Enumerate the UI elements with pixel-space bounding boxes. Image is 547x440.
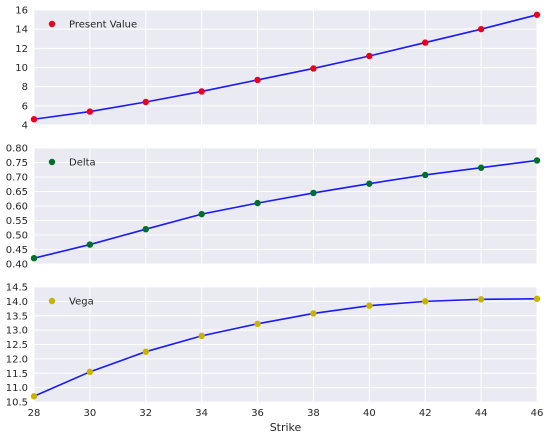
data-point-delta [366, 180, 373, 187]
legend-label: Vega [69, 297, 94, 308]
data-point-vega [310, 310, 317, 317]
x-tick-label: 42 [419, 408, 432, 419]
y-tick-label: 8 [22, 82, 28, 93]
legend-marker [48, 20, 56, 28]
panel-1: 4 6 8 10 12 14 16 Present Value [15, 6, 541, 132]
y-tick-label: 11.5 [6, 369, 28, 380]
data-point-present-value [142, 98, 149, 106]
y-tick-label: 14 [15, 25, 28, 36]
data-point-vega [422, 298, 429, 305]
panel-3: 10.5 11.0 11.5 12.0 12.5 13.0 13.5 14.0 14.5 28 30… [6, 283, 544, 435]
x-tick-label: 38 [307, 408, 320, 419]
y-tick-label: 10 [15, 63, 28, 74]
series-line-vega [33, 297, 538, 397]
data-point-delta [142, 226, 149, 233]
x-axis-label: Strike [270, 421, 302, 434]
legend: Delta [48, 158, 96, 169]
data-point-vega [477, 296, 485, 303]
data-point-delta [422, 171, 429, 179]
data-point-present-value [310, 65, 317, 72]
data-point-delta [477, 164, 485, 171]
y-tick-label: 6 [22, 101, 28, 112]
x-tick-label: 30 [84, 408, 97, 419]
y-tick-label: 12.5 [6, 340, 28, 351]
y-tick-label: 0.75 [6, 158, 28, 169]
x-tick-label: 40 [363, 408, 376, 419]
series-line-present-value [33, 14, 538, 121]
data-point-present-value [366, 52, 373, 60]
y-tick-label: 0.55 [6, 216, 28, 227]
y-tick-label: 0.80 [6, 144, 28, 155]
data-point-present-value [533, 11, 541, 18]
x-tick-label: 46 [531, 408, 544, 419]
y-tick-label: 0.40 [6, 260, 28, 271]
legend: Present Value [48, 20, 137, 31]
data-point-delta [254, 199, 261, 207]
x-tick-label: 36 [251, 408, 264, 419]
data-point-present-value [30, 116, 38, 123]
y-tick-label: 10.5 [6, 398, 28, 409]
data-point-delta [198, 210, 205, 218]
data-point-delta [310, 189, 317, 197]
data-point-present-value [254, 76, 261, 84]
x-tick-label: 44 [475, 408, 488, 419]
y-tick-label: 11.0 [6, 383, 28, 394]
series-line-delta [33, 159, 538, 259]
data-point-vega [533, 295, 541, 302]
y-tick-label: 4 [22, 121, 28, 132]
x-tick-label: 34 [195, 408, 208, 419]
data-point-present-value [86, 108, 94, 115]
data-point-delta [30, 255, 38, 262]
data-point-present-value [422, 39, 429, 46]
y-tick-label: 12 [15, 44, 28, 55]
data-point-vega [366, 302, 373, 309]
y-tick-label: 13.5 [6, 311, 28, 322]
data-point-present-value [477, 25, 485, 33]
legend-label: Delta [69, 158, 96, 169]
legend-marker [48, 158, 56, 166]
legend-label: Present Value [69, 20, 137, 31]
y-tick-label: 0.70 [6, 173, 28, 184]
legend: Vega [48, 297, 94, 308]
y-tick-label: 0.45 [6, 245, 28, 256]
data-point-delta [533, 157, 541, 164]
data-point-present-value [198, 88, 205, 95]
data-point-vega [142, 348, 149, 355]
x-tick-label: 28 [28, 408, 41, 419]
legend-marker [48, 297, 56, 305]
y-tick-label: 0.60 [6, 202, 28, 213]
y-tick-label: 0.65 [6, 187, 28, 198]
y-tick-label: 0.50 [6, 231, 28, 242]
y-tick-label: 12.0 [6, 354, 28, 365]
y-tick-label: 14.0 [6, 297, 28, 308]
data-point-vega [254, 320, 261, 327]
y-tick-label: 14.5 [6, 283, 28, 294]
x-tick-label: 32 [139, 408, 152, 419]
y-tick-label: 13.0 [6, 326, 28, 337]
data-point-vega [30, 393, 38, 400]
data-point-delta [86, 241, 94, 248]
data-point-vega [198, 332, 205, 340]
y-tick-label: 16 [15, 6, 28, 17]
panel-2: 0.40 0.45 0.50 0.55 0.60 0.65 0.70 0.75 0.80 Delt… [6, 144, 541, 271]
data-point-vega [86, 368, 94, 376]
